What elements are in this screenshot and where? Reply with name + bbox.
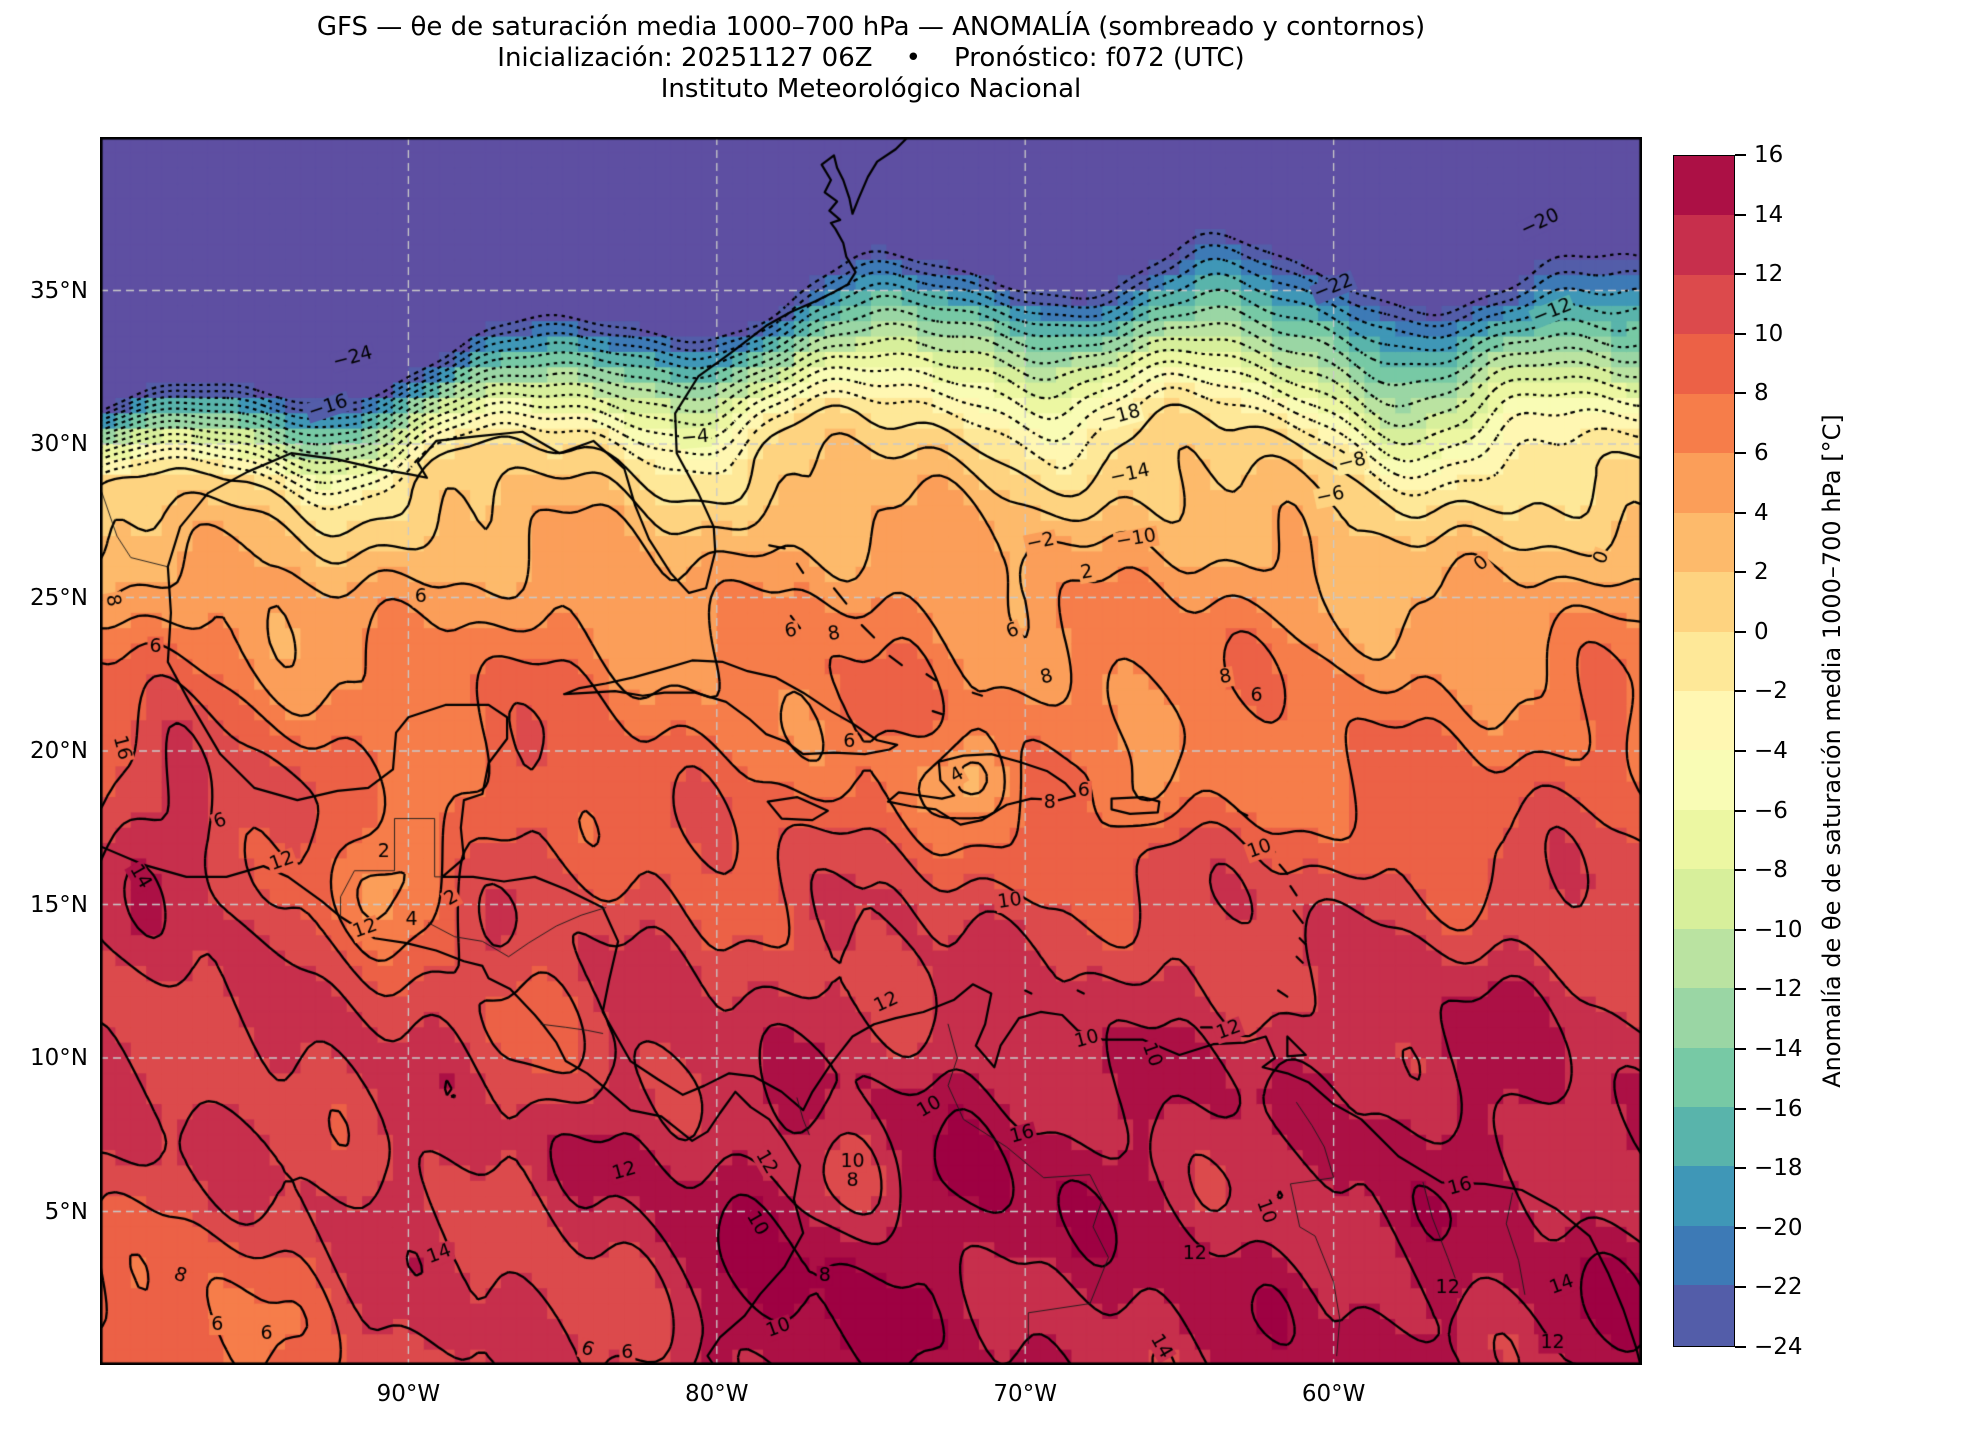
figure-institution: Instituto Meteorológico Nacional [660, 74, 1082, 104]
colorbar-segment [1674, 809, 1734, 871]
colorbar-segment [1674, 572, 1734, 633]
colorbar-tick-label: 14 [1754, 201, 1784, 228]
colorbar-tick-mark [1735, 750, 1746, 752]
x-tick-label: 70°W [993, 1381, 1057, 1407]
colorbar-tick-mark [1735, 273, 1746, 276]
colorbar-tick-mark [1735, 1286, 1746, 1289]
colorbar-axis-label: Anomalía de θe de saturación media 1000–… [1818, 414, 1846, 1088]
colorbar-tick-label: 10 [1754, 320, 1784, 347]
colorbar-tick-mark [1735, 869, 1746, 872]
colorbar-tick-label: 16 [1754, 142, 1784, 168]
colorbar-segment [1674, 274, 1734, 336]
y-tick-label: 30°N [30, 431, 88, 457]
colorbar-segment [1674, 869, 1734, 930]
y-tick-label: 5°N [44, 1198, 88, 1225]
colorbar-tick-mark [1735, 1048, 1746, 1050]
colorbar-segment [1674, 988, 1734, 1049]
colorbar-tick-label: −12 [1754, 976, 1803, 1003]
colorbar-segment [1674, 453, 1734, 514]
colorbar-segment [1674, 1285, 1734, 1346]
colorbar-tick-label: 0 [1754, 618, 1769, 645]
colorbar-tick-label: 12 [1754, 261, 1784, 288]
y-tick-label: 25°N [30, 584, 88, 611]
map-canvas [100, 137, 1642, 1365]
colorbar-tick-label: −16 [1754, 1095, 1803, 1122]
colorbar-tick-label: 8 [1754, 380, 1769, 407]
colorbar-tick-mark [1735, 988, 1746, 991]
y-tick-label: 15°N [30, 891, 88, 918]
colorbar-tick-mark [1735, 809, 1746, 812]
colorbar-tick-mark [1735, 571, 1746, 574]
figure-title: GFS — θe de saturación media 1000–700 hP… [316, 12, 1426, 42]
colorbar-tick-label: −24 [1754, 1334, 1803, 1360]
colorbar-tick-mark [1735, 1167, 1746, 1170]
colorbar-tick-label: 2 [1754, 559, 1769, 586]
colorbar-tick-mark [1735, 213, 1746, 216]
colorbar-segment [1674, 215, 1734, 276]
colorbar-tick-label: −8 [1754, 857, 1788, 884]
colorbar-tick-mark [1735, 452, 1746, 454]
colorbar-tick-mark [1735, 511, 1746, 514]
x-tick-label: 60°W [1301, 1381, 1366, 1407]
colorbar-tick-label: −22 [1754, 1274, 1803, 1301]
colorbar-segment [1674, 1047, 1734, 1109]
colorbar-segment [1674, 750, 1734, 811]
y-tick-label: 20°N [30, 738, 88, 764]
colorbar-segment [1674, 1107, 1734, 1168]
colorbar-tick-mark [1735, 690, 1746, 693]
colorbar-tick-label: 4 [1754, 499, 1769, 526]
colorbar-segment [1674, 156, 1734, 217]
colorbar-tick-label: −18 [1754, 1155, 1803, 1182]
colorbar-segment [1674, 928, 1734, 990]
colorbar-tick-mark [1735, 392, 1746, 395]
colorbar-tick-label: −20 [1754, 1214, 1803, 1241]
x-tick-label: 80°W [685, 1381, 749, 1407]
colorbar-tick-label: −2 [1754, 678, 1788, 705]
colorbar-tick-mark [1735, 1226, 1746, 1229]
colorbar-segment [1674, 1166, 1734, 1227]
colorbar-tick-mark [1735, 928, 1746, 931]
colorbar-tick-label: −4 [1754, 738, 1788, 764]
colorbar-tick-mark [1735, 332, 1746, 335]
colorbar-segment [1674, 393, 1734, 455]
colorbar-tick-label: 6 [1754, 440, 1769, 466]
x-tick-label: 90°W [376, 1381, 441, 1407]
y-tick-label: 35°N [30, 277, 88, 304]
colorbar-segment [1674, 334, 1734, 395]
colorbar-tick-mark [1735, 1107, 1746, 1110]
colorbar-tick-label: −10 [1754, 916, 1803, 943]
colorbar-segment [1674, 631, 1734, 692]
colorbar-segment [1674, 1225, 1734, 1287]
colorbar-segment [1674, 512, 1734, 574]
colorbar-tick-label: −14 [1754, 1036, 1803, 1062]
colorbar-tick-mark [1735, 154, 1746, 156]
figure-header: GFS — θe de saturación media 1000–700 hP… [100, 12, 1642, 105]
y-tick-label: 10°N [30, 1045, 88, 1071]
colorbar-tick-mark [1735, 630, 1746, 633]
colorbar-tick-mark [1735, 1346, 1746, 1348]
colorbar [1673, 155, 1735, 1347]
colorbar-tick-label: −6 [1754, 797, 1788, 824]
colorbar-segment [1674, 690, 1734, 752]
figure-subtitle: Inicialización: 20251127 06Z • Pronóstic… [497, 43, 1245, 73]
